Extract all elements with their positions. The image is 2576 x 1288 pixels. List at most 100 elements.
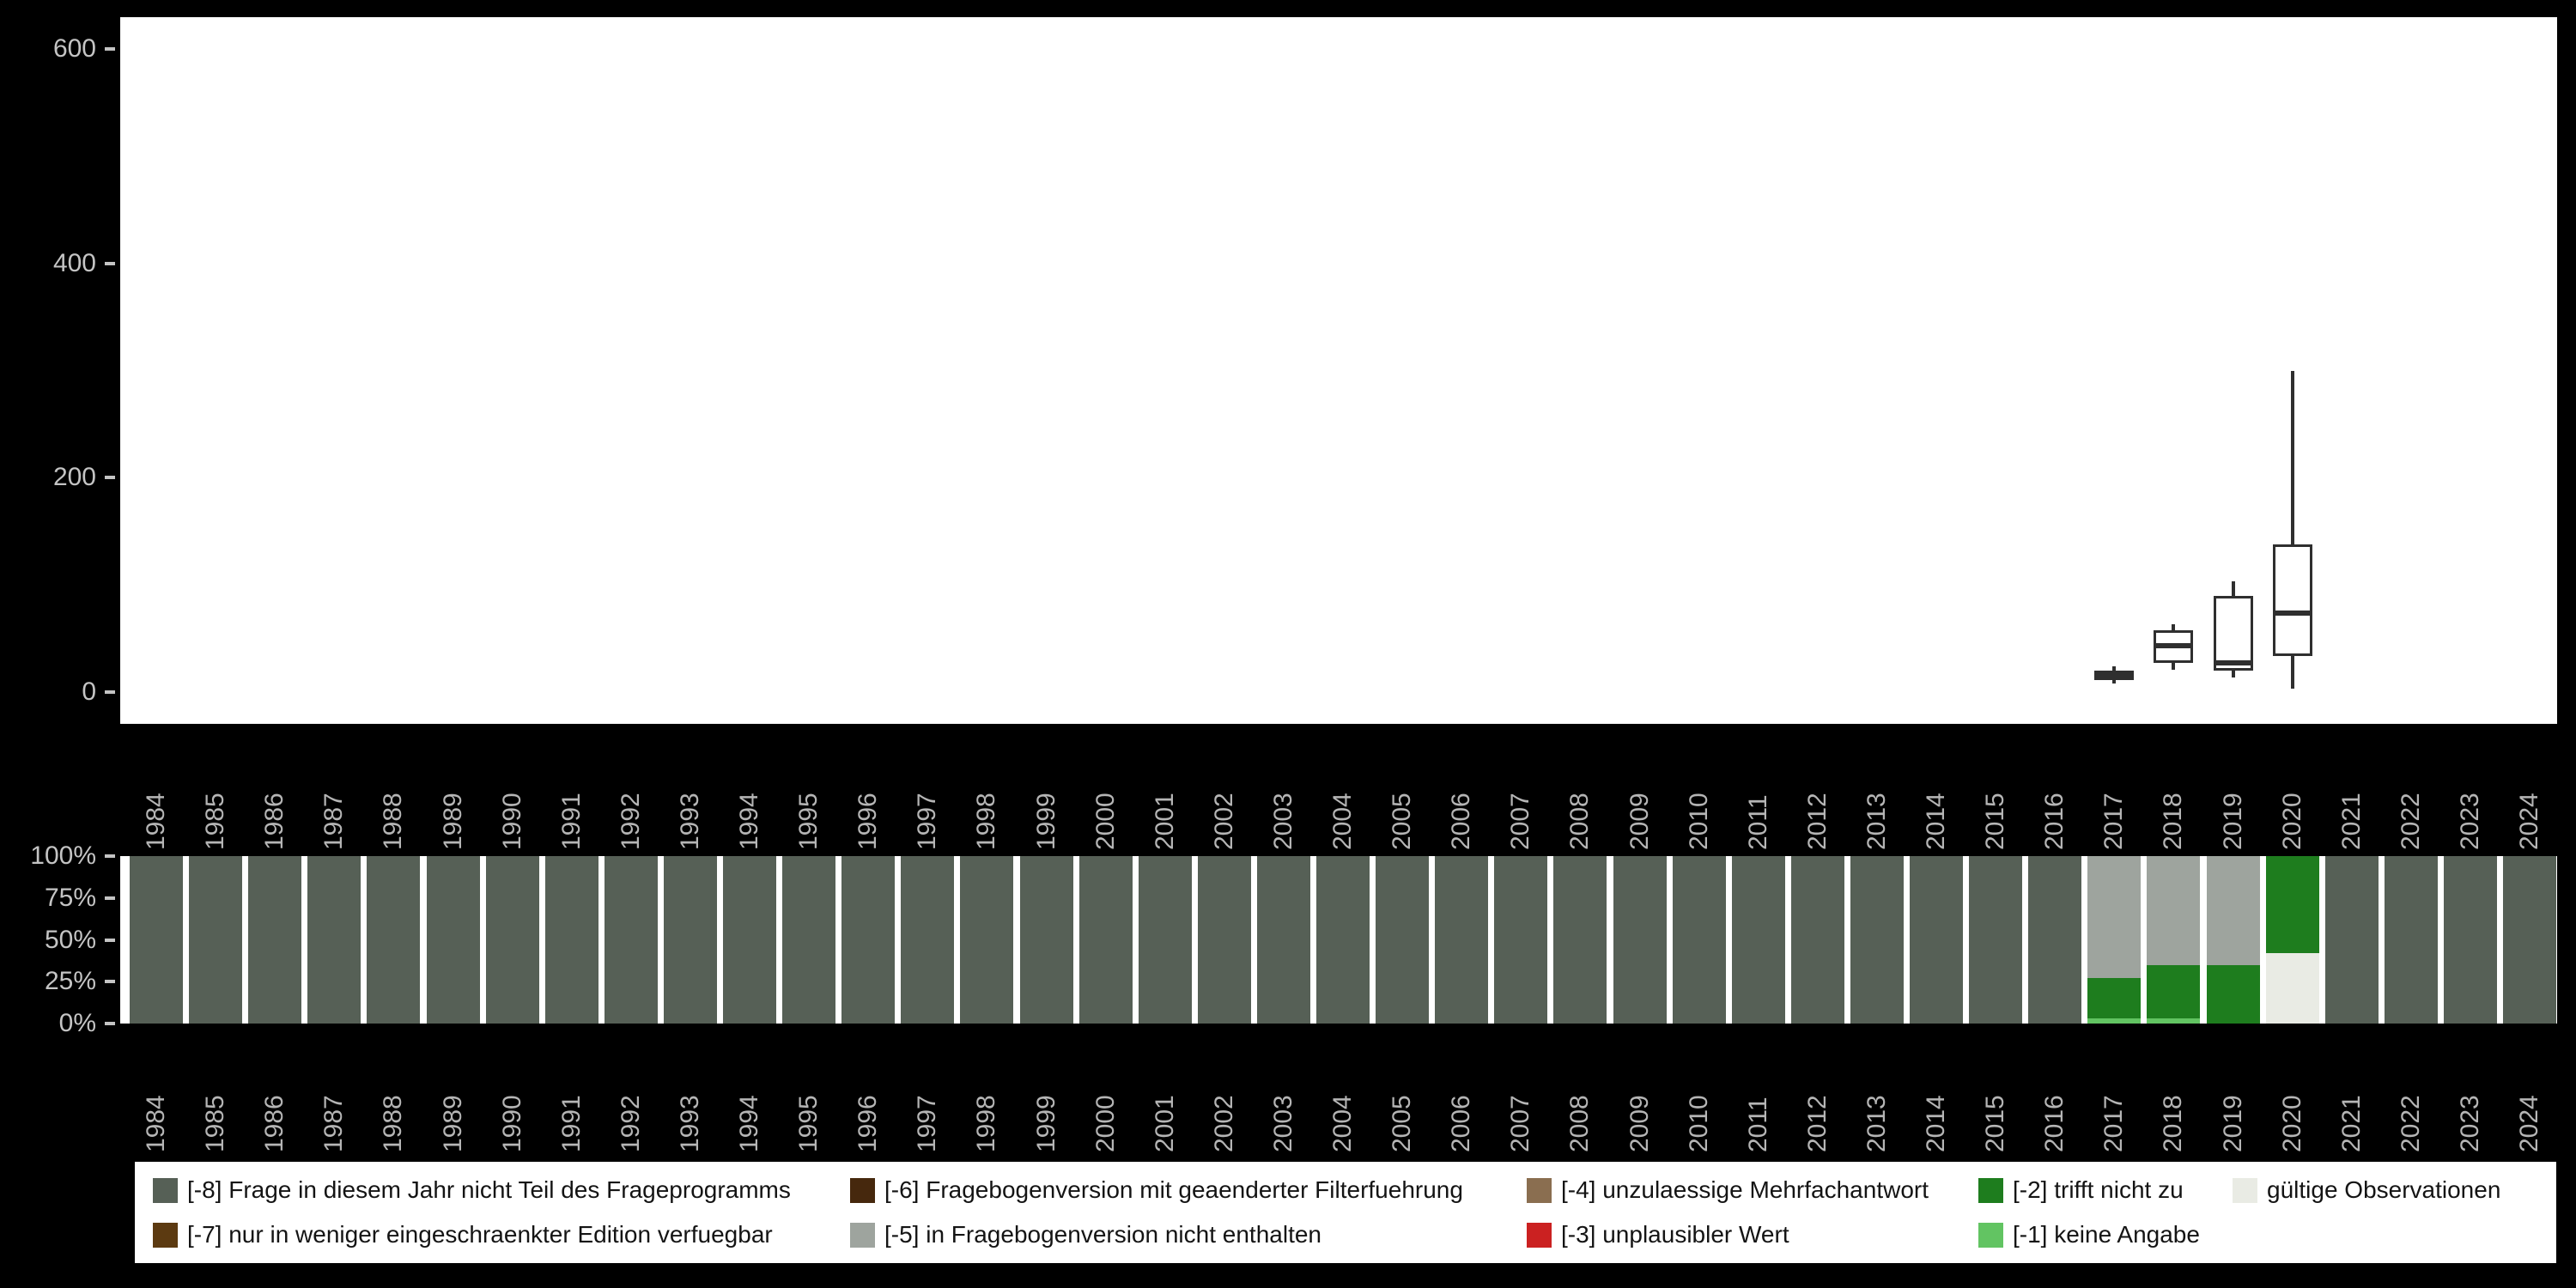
x-axis-year-text: 2023: [2455, 1095, 2484, 1152]
x-axis-tick-label-2019: 2019: [2218, 1032, 2249, 1152]
bar-segment-2017-missing_-2: [2087, 978, 2142, 1019]
x-axis-tick-label-2015: 2015: [1980, 730, 2011, 850]
x-axis-year-text: 2017: [2099, 1095, 2129, 1152]
x-axis-tick-label-1995: 1995: [793, 730, 824, 850]
x-axis-year-text: 2002: [1209, 793, 1238, 850]
x-axis-year-text: 2024: [2515, 793, 2543, 850]
bar-segment-1984-missing_-8: [130, 856, 183, 1024]
boxplot-whisker-2020: [2290, 370, 2294, 690]
bar-segment-1986-missing_-8: [248, 856, 302, 1024]
x-axis-year-text: 1987: [319, 1095, 349, 1152]
x-axis-year-text: 2016: [2040, 793, 2069, 850]
x-axis-tick-label-2018: 2018: [2158, 1032, 2189, 1152]
x-axis-year-text: 2007: [1506, 1095, 1535, 1152]
x-axis-year-text: 1992: [616, 793, 645, 850]
x-axis-tick-label-1988: 1988: [378, 730, 409, 850]
x-axis-year-text: 2007: [1506, 793, 1535, 850]
x-axis-tick-label-2024: 2024: [2514, 1032, 2545, 1152]
boxplot-box-2020: [2272, 544, 2312, 656]
bar-segment-1989-missing_-8: [426, 856, 480, 1024]
x-axis-tick-label-2005: 2005: [1387, 1032, 1418, 1152]
bar-segment-2018-missing_-5: [2147, 856, 2201, 965]
x-axis-year-text: 1987: [319, 793, 349, 850]
x-axis-tick-label-1992: 1992: [616, 730, 647, 850]
x-axis-tick-label-2020: 2020: [2277, 1032, 2308, 1152]
x-axis-tick-label-2000: 2000: [1091, 730, 1121, 850]
x-axis-tick-label-1997: 1997: [912, 1032, 943, 1152]
bar-segment-2009-missing_-8: [1613, 856, 1667, 1024]
x-axis-year-text: 2013: [1862, 793, 1891, 850]
x-axis-year-text: 2009: [1625, 1095, 1654, 1152]
x-axis-tick-label-2022: 2022: [2396, 730, 2427, 850]
x-axis-year-text: 2012: [1802, 793, 1832, 850]
x-axis-tick-label-2007: 2007: [1505, 1032, 1536, 1152]
bar-segment-2019-missing_-5: [2206, 856, 2260, 965]
x-axis-tick-label-1993: 1993: [675, 730, 706, 850]
x-axis-year-text: 2015: [1981, 793, 2010, 850]
x-axis-year-text: 2006: [1447, 1095, 1476, 1152]
x-axis-year-text: 1994: [735, 793, 763, 850]
x-axis-year-text: 2003: [1268, 1095, 1297, 1152]
x-axis-tick-label-2024: 2024: [2514, 730, 2545, 850]
x-axis-year-text: 2021: [2336, 1095, 2366, 1152]
legend-swatch-missing_-3: [1527, 1223, 1552, 1248]
x-axis-year-text: 1999: [1031, 793, 1060, 850]
bar-segment-1988-missing_-8: [367, 856, 421, 1024]
x-axis-year-text: 2014: [1922, 793, 1950, 850]
x-axis-year-text: 1996: [854, 1095, 883, 1152]
x-axis-tick-label-2013: 2013: [1862, 1032, 1893, 1152]
bar-segment-1999-missing_-8: [1019, 856, 1073, 1024]
x-axis-year-text: 2000: [1091, 1095, 1120, 1152]
bar-segment-1995-missing_-8: [782, 856, 836, 1024]
x-axis-year-text: 2018: [2159, 793, 2188, 850]
y-axis-tick-mark: [105, 690, 115, 694]
x-axis-year-text: 2008: [1565, 793, 1595, 850]
x-axis-year-text: 2009: [1625, 793, 1654, 850]
x-axis-year-text: 2017: [2099, 793, 2129, 850]
x-axis-year-text: 2001: [1150, 1095, 1179, 1152]
x-axis-tick-label-2012: 2012: [1802, 730, 1833, 850]
x-axis-tick-label-1989: 1989: [438, 1032, 469, 1152]
bar-segment-2012-missing_-8: [1790, 856, 1844, 1024]
x-axis-tick-label-1998: 1998: [971, 730, 1002, 850]
bar-segment-2021-missing_-8: [2324, 856, 2379, 1024]
percent-tick-label: 25%: [44, 967, 96, 996]
x-axis-tick-label-1986: 1986: [259, 1032, 290, 1152]
x-axis-year-text: 2013: [1862, 1095, 1891, 1152]
y-axis-tick-mark: [105, 476, 115, 480]
x-axis-tick-label-2001: 2001: [1150, 1032, 1181, 1152]
x-axis-tick-label-1995: 1995: [793, 1032, 824, 1152]
x-axis-year-text: 2011: [1743, 794, 1772, 850]
x-axis-tick-label-1984: 1984: [141, 1032, 172, 1152]
bar-segment-2011-missing_-8: [1731, 856, 1785, 1024]
x-axis-year-text: 2008: [1565, 1095, 1595, 1152]
x-axis-year-text: 1992: [616, 1095, 645, 1152]
x-axis-year-text: 1985: [201, 1095, 230, 1152]
legend-swatch-missing_-8: [153, 1178, 178, 1203]
x-axis-year-text: 2018: [2159, 1095, 2188, 1152]
bar-segment-2023-missing_-8: [2443, 856, 2497, 1024]
x-axis-year-text: 2010: [1684, 1095, 1713, 1152]
x-axis-tick-label-1987: 1987: [319, 1032, 349, 1152]
bar-segment-2013-missing_-8: [1850, 856, 1904, 1024]
x-axis-tick-label-2009: 2009: [1625, 1032, 1656, 1152]
x-axis-tick-label-2006: 2006: [1446, 730, 1477, 850]
x-axis-tick-label-2011: 2011: [1743, 730, 1774, 850]
legend-label: [-3] unplausibler Wert: [1561, 1221, 1789, 1248]
x-axis-tick-label-2013: 2013: [1862, 730, 1893, 850]
x-axis-tick-label-2012: 2012: [1802, 1032, 1833, 1152]
percent-tick-mark: [105, 938, 115, 942]
x-axis-tick-label-1986: 1986: [259, 730, 290, 850]
percent-tick-mark: [105, 896, 115, 900]
x-axis-tick-label-1994: 1994: [734, 1032, 765, 1152]
x-axis-tick-label-2011: 2011: [1743, 1032, 1774, 1152]
x-axis-tick-label-2015: 2015: [1980, 1032, 2011, 1152]
x-axis-tick-label-2018: 2018: [2158, 730, 2189, 850]
bar-segment-1998-missing_-8: [960, 856, 1014, 1024]
bar-segment-2024-missing_-8: [2503, 856, 2556, 1024]
x-axis-year-text: 2011: [1743, 1097, 1772, 1152]
bar-segment-2022-missing_-8: [2384, 856, 2438, 1024]
x-axis-year-text: 1990: [497, 1095, 526, 1152]
bar-segment-1994-missing_-8: [723, 856, 776, 1024]
x-axis-tick-label-2021: 2021: [2336, 1032, 2367, 1152]
